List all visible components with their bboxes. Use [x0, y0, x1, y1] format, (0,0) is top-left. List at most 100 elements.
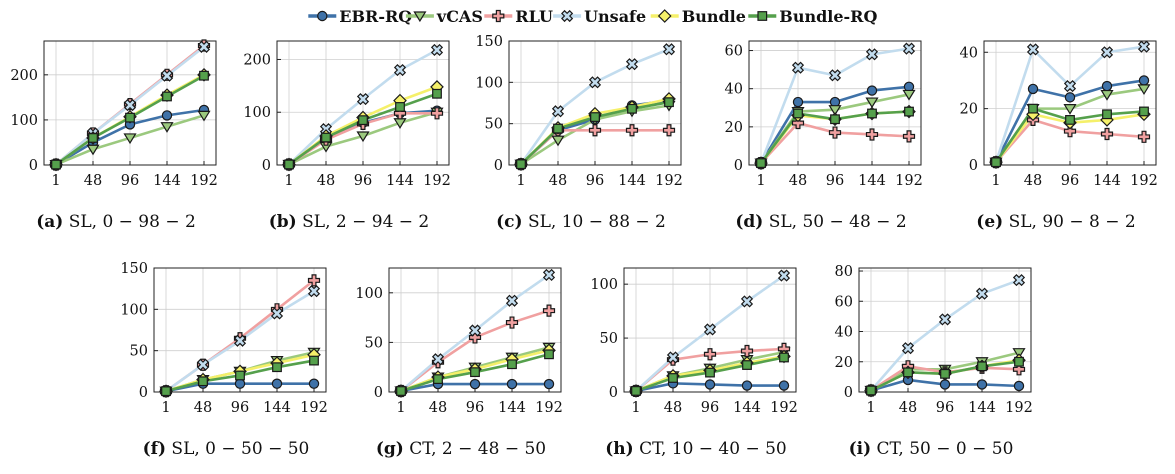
point-vcas — [902, 89, 916, 101]
x-tick-label: 96 — [231, 400, 249, 416]
chart-svg: 0 20 40 1 48 96 144 192 (e) SL, 90 − 8 − 2 — [960, 40, 1158, 232]
point-rlu — [662, 124, 676, 137]
y-tick-label: 100 — [120, 302, 148, 318]
point-unsafe — [975, 287, 989, 300]
point-rlu — [902, 130, 916, 143]
point-ebr-rq — [543, 378, 555, 390]
panel-a: 0 100 200 1 48 96 144 192 (a) SL, 0 − 98 − 2 — [0, 35, 228, 247]
series-markers — [514, 43, 676, 172]
x-tick-label: 96 — [826, 173, 844, 189]
point-bundle-rq — [199, 70, 209, 81]
point-vcas — [828, 105, 842, 116]
y-tick-label: 100 — [590, 277, 618, 293]
point-bundle-rq — [51, 159, 61, 170]
point-unsafe — [703, 323, 717, 336]
legend-label-unsafe: Unsafe — [584, 7, 646, 26]
legend-label-bundle: Bundle — [682, 7, 746, 26]
point-unsafe — [901, 342, 915, 355]
x-tick-label: 48 — [84, 173, 102, 189]
x-tick-label: 48 — [1024, 173, 1042, 189]
point-rlu — [542, 304, 556, 317]
point-bundle-rq — [309, 355, 319, 366]
panel-caption: (f) SL, 0 − 50 − 50 — [143, 439, 310, 459]
point-ebr-rq — [741, 380, 753, 391]
point-bundle-rq — [235, 370, 245, 381]
y-tick-label: 150 — [475, 35, 503, 50]
legend-entry-bundle: Bundle — [650, 7, 746, 26]
panel-caption: (b) SL, 2 − 94 − 2 — [269, 212, 430, 232]
point-unsafe — [938, 313, 952, 326]
panel-h: 0 50 100 1 48 96 144 192 (h) CT, 10 − 40 − 50 — [580, 262, 808, 474]
point-ebr-rq — [866, 85, 878, 96]
point-unsafe — [1026, 43, 1040, 56]
point-unsafe — [1012, 274, 1026, 287]
chart-svg: 0 20 40 60 80 1 48 96 144 192 (i) CT, 50 − 0 − 50 — [835, 264, 1033, 459]
point-ebr-rq — [778, 380, 790, 391]
point-ebr-rq — [1027, 83, 1039, 95]
point-bundle-rq — [553, 123, 563, 134]
point-unsafe — [828, 69, 842, 82]
point-bundle-rq — [866, 385, 876, 396]
x-tick-label: 144 — [263, 400, 291, 416]
point-bundle-rq — [470, 367, 480, 378]
panel-b: 0 100 200 1 48 96 144 192 (b) SL, 2 − 94 − 2 — [233, 35, 461, 247]
y-tick-label: 0 — [734, 158, 743, 174]
point-unsafe — [468, 324, 482, 337]
point-unsafe — [777, 269, 791, 282]
point-ebr-rq — [1101, 80, 1113, 92]
point-bundle-rq — [668, 373, 678, 383]
legend-svg: EBR-RQ vCAS RLU Unsafe Bundle Bundle-RQ — [308, 7, 877, 26]
x-tick-label: 192 — [655, 173, 683, 189]
point-rlu — [1100, 127, 1114, 141]
point-unsafe — [505, 294, 519, 307]
point-bundle-rq — [1014, 356, 1024, 367]
point-rlu — [865, 128, 879, 141]
x-tick-label: 48 — [664, 400, 682, 416]
caption-letter: (g) — [376, 439, 404, 459]
point-unsafe — [270, 307, 284, 320]
point-rlu — [1063, 125, 1077, 138]
point-ebr-rq — [976, 379, 988, 390]
point-bundle-rq — [904, 106, 914, 117]
x-tick-label: 96 — [936, 400, 954, 416]
y-tick-label: 50 — [600, 331, 618, 347]
point-bundle-rq — [627, 103, 637, 114]
point-unsafe — [233, 334, 247, 347]
point-bundle-rq — [358, 115, 368, 126]
point-bundle-rq — [516, 159, 526, 170]
series-markers — [282, 43, 444, 172]
x-tick-label: 144 — [498, 400, 526, 416]
point-bundle-rq — [1028, 103, 1038, 114]
point-bundle-rq — [1065, 115, 1075, 125]
point-bundle-rq — [830, 114, 840, 125]
caption-letter: (f) — [143, 439, 166, 459]
point-bundle-rq — [991, 157, 1001, 168]
y-tick-label: 50 — [130, 344, 148, 360]
x-tick-label: 192 — [895, 173, 923, 189]
panel-g: 0 50 100 1 48 96 144 192 (g) CT, 2 − 48 − 50 — [345, 262, 573, 474]
x-tick-label: 192 — [423, 173, 451, 189]
point-vcas — [865, 97, 879, 109]
y-tick-label: 40 — [960, 45, 978, 61]
point-unsafe — [431, 353, 445, 366]
x-tick-label: 1 — [866, 400, 875, 416]
point-bundle-rq — [867, 108, 877, 119]
x-tick-label: 1 — [284, 173, 293, 189]
y-tick-label: 0 — [262, 158, 271, 174]
point-bundle-rq — [940, 368, 950, 379]
series-markers — [394, 268, 556, 398]
legend-label-ebr-rq: EBR-RQ — [339, 7, 412, 26]
x-tick-label: 96 — [121, 173, 139, 189]
legend-marker-rlu — [492, 9, 505, 23]
series-markers — [754, 42, 916, 170]
point-rlu — [430, 107, 444, 120]
y-tick-label: 0 — [969, 158, 978, 174]
point-ebr-rq — [939, 379, 951, 390]
legend-entry-rlu: RLU — [484, 7, 553, 26]
caption-text: SL, 0 − 98 − 2 — [63, 212, 196, 232]
x-tick-label: 96 — [354, 173, 372, 189]
chart-svg: 0 50 100 1 48 96 144 192 (g) CT, 2 − 48 − 50 — [355, 267, 563, 459]
x-tick-label: 96 — [586, 173, 604, 189]
